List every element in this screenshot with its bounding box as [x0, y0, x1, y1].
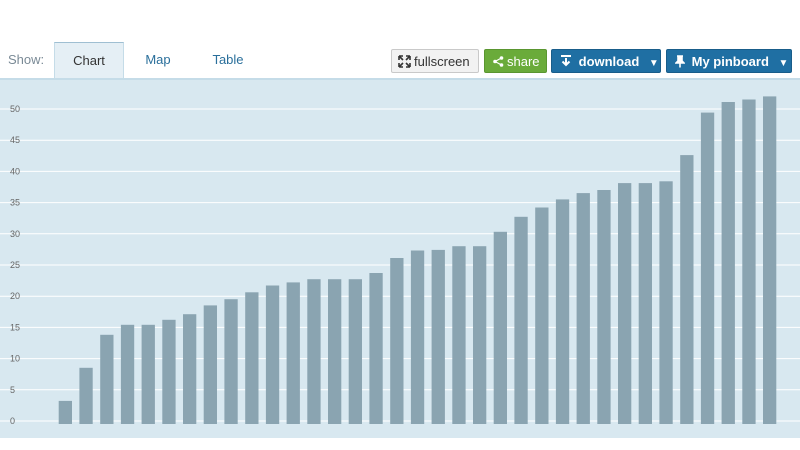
fullscreen-label: fullscreen [414, 54, 470, 69]
bar[interactable] [348, 279, 362, 424]
bar[interactable] [618, 183, 632, 424]
bar[interactable] [369, 273, 383, 424]
bar[interactable] [555, 199, 570, 424]
bar[interactable] [224, 299, 238, 424]
bar[interactable] [473, 246, 487, 424]
bar[interactable] [245, 292, 259, 424]
y-tick-label: 20 [10, 291, 20, 301]
bar[interactable] [162, 319, 176, 424]
bar[interactable] [390, 258, 404, 424]
caret-down-icon: ▼ [648, 58, 659, 69]
bar[interactable] [763, 96, 777, 425]
show-label: Show: [8, 52, 45, 67]
y-tick-label: 45 [10, 135, 20, 145]
bar[interactable] [58, 400, 72, 424]
bar[interactable] [328, 279, 342, 424]
bar[interactable] [700, 112, 715, 424]
bar[interactable] [431, 249, 445, 424]
expand-arrows-icon [398, 50, 411, 74]
y-tick-label: 15 [10, 322, 20, 332]
bar[interactable] [203, 305, 217, 424]
bar[interactable] [638, 183, 652, 424]
bar[interactable] [79, 367, 93, 424]
y-tick-label: 35 [10, 198, 20, 208]
pinboard-label: My pinboard [691, 54, 769, 69]
bar[interactable] [659, 181, 673, 424]
pinboard-button[interactable]: My pinboard ▼ [666, 49, 792, 73]
bar-chart: 0 5 10 15 20 25 30 35 40 45 50 [0, 96, 800, 426]
bar[interactable] [721, 102, 735, 424]
y-tick-label: 40 [10, 166, 20, 176]
bar[interactable] [535, 207, 549, 425]
bar[interactable] [183, 314, 197, 424]
pin-icon [674, 50, 686, 74]
y-tick-label: 50 [10, 104, 20, 114]
download-icon [560, 50, 572, 74]
share-icon [493, 50, 504, 74]
bar[interactable] [452, 246, 466, 424]
y-tick-label: 30 [10, 229, 20, 239]
fullscreen-button[interactable]: fullscreen [391, 49, 479, 73]
bar[interactable] [265, 285, 280, 425]
bar[interactable] [141, 324, 155, 424]
y-tick-label: 5 [10, 385, 15, 395]
bar[interactable] [307, 279, 321, 424]
download-label: download [578, 54, 640, 69]
bar[interactable] [576, 193, 590, 424]
view-toolbar: Show: Chart Map Table fullscreen share [0, 42, 800, 80]
download-button[interactable]: download ▼ [551, 49, 661, 73]
caret-down-icon: ▼ [778, 58, 789, 69]
bar[interactable] [410, 250, 425, 425]
tab-table[interactable]: Table [212, 52, 244, 67]
tab-chart[interactable]: Chart [54, 42, 124, 78]
bar[interactable] [493, 231, 507, 424]
tab-map[interactable]: Map [145, 52, 171, 67]
chart-area: 0 5 10 15 20 25 30 35 40 45 50 [0, 80, 800, 438]
bar[interactable] [680, 155, 694, 424]
bar[interactable] [597, 190, 611, 424]
y-tick-label: 10 [10, 354, 20, 364]
share-button[interactable]: share [484, 49, 547, 73]
bar[interactable] [514, 216, 528, 424]
y-tick-label: 0 [10, 416, 15, 426]
y-tick-label: 25 [10, 260, 20, 270]
bar[interactable] [100, 334, 114, 424]
bar[interactable] [286, 282, 300, 424]
bar[interactable] [742, 99, 756, 425]
share-label: share [507, 54, 540, 69]
bar[interactable] [120, 324, 135, 424]
